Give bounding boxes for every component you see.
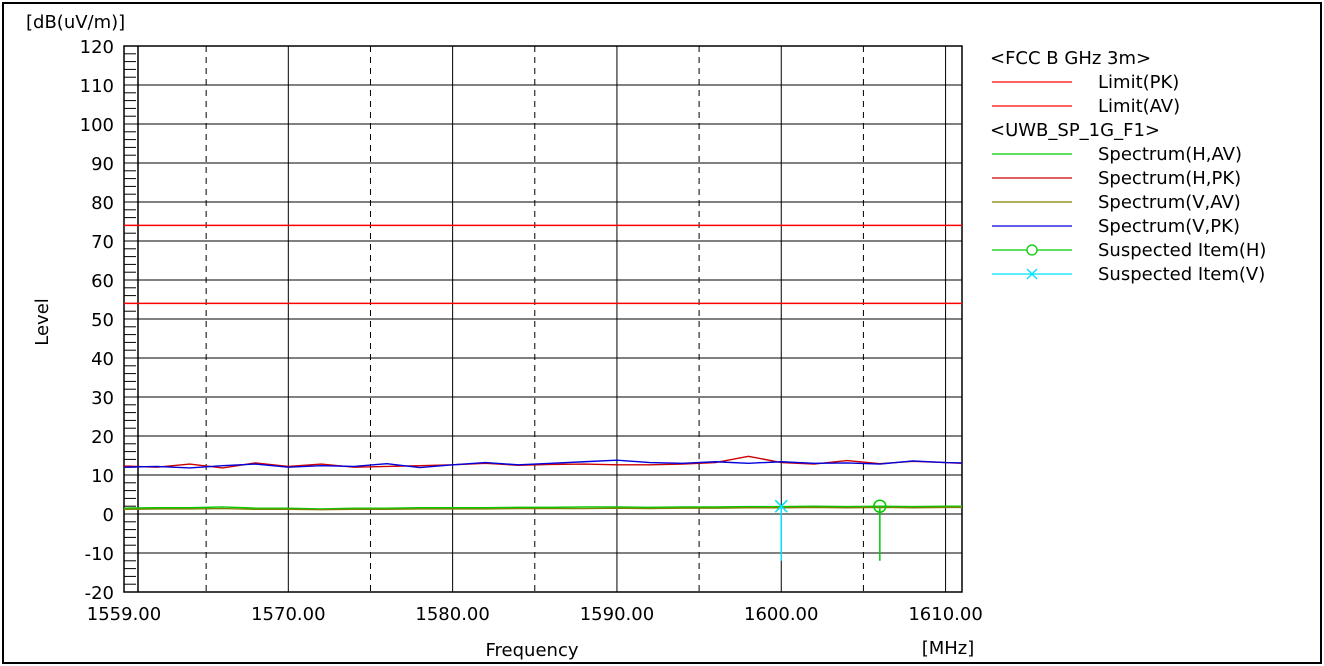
legend-marker-circle bbox=[1026, 244, 1038, 256]
suspected-marker-circle bbox=[873, 499, 887, 513]
y-tick-label: 10 bbox=[91, 466, 114, 487]
y-unit-label: [dB(uV/m)] bbox=[26, 12, 125, 33]
y-tick-label: 50 bbox=[91, 310, 114, 331]
emc-spectrum-chart: [dB(uV/m)] Frequency [MHz] Level -20 -10 0… bbox=[26, 12, 1266, 661]
y-tick-label: 60 bbox=[91, 271, 114, 292]
x-tick-label: 1610.00 bbox=[908, 604, 982, 625]
legend-entry-label: Limit(AV) bbox=[1098, 96, 1180, 117]
legend-entry-label: Spectrum(H,AV) bbox=[1098, 144, 1242, 165]
legend-entry-label: Suspected Item(H) bbox=[1098, 240, 1266, 261]
legend-entry-label: Limit(PK) bbox=[1098, 72, 1179, 93]
x-tick-label: 1590.00 bbox=[580, 604, 654, 625]
y-tick-label: -20 bbox=[85, 583, 114, 604]
legend-entry-label: Spectrum(V,AV) bbox=[1098, 192, 1241, 213]
y-tick-label: 30 bbox=[91, 388, 114, 409]
x-tick-label: 1570.00 bbox=[251, 604, 325, 625]
legend-entry-label: Suspected Item(V) bbox=[1098, 264, 1265, 285]
y-tick-label: 100 bbox=[80, 115, 114, 136]
legend-group-header: <UWB_SP_1G_F1> bbox=[990, 120, 1160, 141]
suspected-marker-x bbox=[774, 499, 788, 513]
y-tick-label: 70 bbox=[91, 232, 114, 253]
legend-group-header: <FCC B GHz 3m> bbox=[990, 48, 1151, 69]
y-tick-label: -10 bbox=[85, 544, 114, 565]
x-tick-label: 1559.00 bbox=[87, 604, 161, 625]
series-line bbox=[123, 506, 962, 511]
x-tick-label: 1600.00 bbox=[744, 604, 818, 625]
y-tick-label: 110 bbox=[80, 76, 114, 97]
y-axis-title: Level bbox=[32, 298, 53, 346]
x-axis-title: Frequency bbox=[486, 640, 579, 661]
x-tick-label: 1580.00 bbox=[415, 604, 489, 625]
series-line bbox=[123, 505, 962, 510]
legend-entry-label: Spectrum(H,PK) bbox=[1098, 168, 1241, 189]
x-unit-label: [MHz] bbox=[922, 638, 975, 659]
y-tick-label: 0 bbox=[103, 505, 114, 526]
y-tick-label: 90 bbox=[91, 154, 114, 175]
legend-marker-x bbox=[1026, 268, 1038, 280]
y-tick-label: 40 bbox=[91, 349, 114, 370]
legend-entry-label: Spectrum(V,PK) bbox=[1098, 216, 1240, 237]
y-tick-label: 20 bbox=[91, 427, 114, 448]
y-tick-label: 80 bbox=[91, 193, 114, 214]
series-line bbox=[123, 455, 963, 469]
series-line bbox=[123, 459, 963, 469]
y-tick-label: 120 bbox=[80, 37, 114, 58]
